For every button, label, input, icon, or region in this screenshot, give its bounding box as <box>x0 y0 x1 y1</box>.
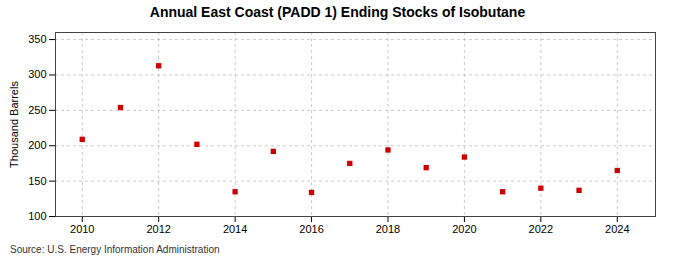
svg-text:2020: 2020 <box>452 223 476 235</box>
html-text:Annual East Coast (PADD 1) End: Annual East Coast (PADD 1) Ending Stocks… <box>149 4 526 20</box>
svg-text:150: 150 <box>28 175 46 187</box>
svg-text:350: 350 <box>28 33 46 45</box>
svg-text:100: 100 <box>28 210 46 222</box>
svg-text:2016: 2016 <box>299 223 323 235</box>
svg-text:2018: 2018 <box>376 223 400 235</box>
svg-text:300: 300 <box>28 68 46 80</box>
svg-text:2014: 2014 <box>223 223 247 235</box>
svg-text:250: 250 <box>28 104 46 116</box>
svg-text:200: 200 <box>28 139 46 151</box>
svg-text:2012: 2012 <box>146 223 170 235</box>
svg-text:2022: 2022 <box>529 223 553 235</box>
svg-text:Thousand Barrels: Thousand Barrels <box>8 81 20 168</box>
html-text:Source: U.S. Energy Informatio: Source: U.S. Energy Information Administ… <box>10 244 220 255</box>
svg-text:2024: 2024 <box>605 223 629 235</box>
svg-text:2010: 2010 <box>70 223 94 235</box>
